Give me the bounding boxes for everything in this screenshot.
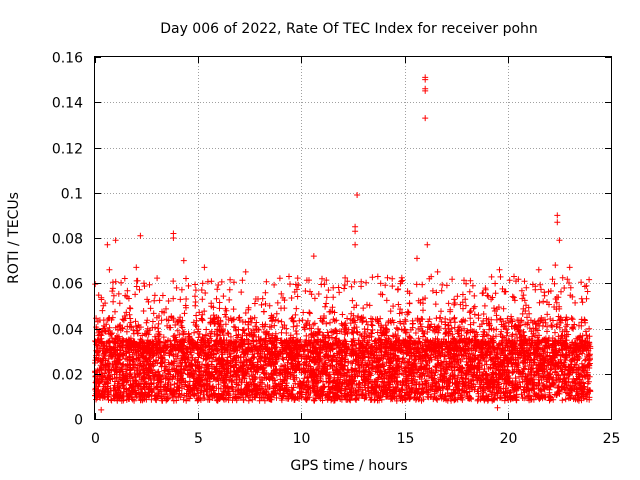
x-tick-label: 25 [603,431,621,447]
y-tick-label: 0.16 [52,51,83,67]
plot-frame [94,56,612,420]
x-tick-label: 15 [397,431,415,447]
y-axis-title: ROTI / TECUs [6,192,22,284]
y-tick-label: 0.06 [52,277,83,293]
x-tick-label: 20 [500,431,518,447]
y-tick-label: 0.04 [52,323,83,339]
grid-lines [95,57,611,419]
roti-points [92,74,594,413]
y-tick-label: 0.02 [52,368,83,384]
data-points [92,74,594,413]
y-tick-label: 0.1 [61,187,83,203]
y-tick-label: 0.12 [52,142,83,158]
chart-title: Day 006 of 2022, Rate Of TEC Index for r… [160,21,538,37]
y-tick-label: 0.08 [52,232,83,248]
x-tick-label: 0 [91,431,100,447]
axis-ticks [95,57,612,420]
x-tick-label: 10 [293,431,311,447]
x-axis-title: GPS time / hours [290,458,407,474]
y-tick-label: 0 [74,413,83,429]
y-tick-label: 0.14 [52,96,83,112]
tick-labels: 0 0.02 0.04 0.06 0.08 0.1 0.12 0.14 0.16 0 5 10 15 20… [52,51,621,448]
x-tick-label: 5 [194,431,203,447]
